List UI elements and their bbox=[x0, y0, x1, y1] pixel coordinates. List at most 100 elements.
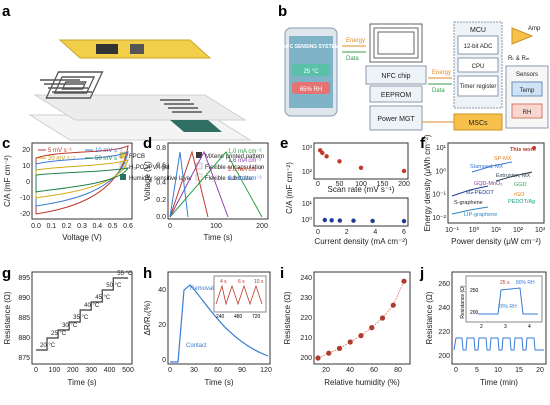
svg-text:Relative humidity (%): Relative humidity (%) bbox=[324, 378, 400, 387]
svg-text:Amp: Amp bbox=[528, 26, 541, 32]
x-tick-label: 2 bbox=[345, 229, 349, 236]
x-tick-label: 60 bbox=[370, 367, 378, 374]
plot-frame-c bbox=[31, 142, 133, 220]
x-tick-label: 90 bbox=[238, 367, 246, 374]
plot-frame-e-bottom bbox=[313, 197, 409, 227]
svg-text:Current density (mA cm⁻²): Current density (mA cm⁻²) bbox=[314, 237, 407, 246]
humidity-point bbox=[347, 339, 353, 345]
y-tick-label: 200 bbox=[300, 355, 312, 362]
step-label: 20 °C bbox=[40, 343, 56, 349]
y-tick-label: 210 bbox=[300, 335, 312, 342]
y-tick-label: 10³ bbox=[302, 145, 313, 152]
y-tick-label: -20 bbox=[20, 211, 30, 218]
y-tick-label: 230 bbox=[300, 295, 312, 302]
svg-text:Energy density (μWh cm⁻²): Energy density (μWh cm⁻²) bbox=[423, 134, 432, 231]
cv-curve-10 bbox=[35, 151, 129, 207]
svg-text:MCU: MCU bbox=[470, 27, 486, 34]
panel-label-b: b bbox=[278, 3, 287, 20]
y-tick-label: 240 bbox=[438, 305, 450, 312]
svg-text:4: 4 bbox=[528, 324, 531, 330]
y-tick-label: 0.8 bbox=[156, 145, 166, 152]
panel-j: j 260 240 220 200 0 5 10 15 20 25 s 80% RH 20% R… bbox=[419, 265, 547, 387]
phone-temp-card bbox=[292, 64, 330, 76]
svg-text:LIP-graphene: LIP-graphene bbox=[464, 212, 497, 218]
y-tick-label: -10 bbox=[20, 195, 30, 202]
y-tick-label: 200 bbox=[438, 353, 450, 360]
svg-text:MSCs: MSCs bbox=[468, 120, 488, 127]
x-tick-label: 10⁻¹ bbox=[445, 227, 459, 234]
eeprom-box bbox=[369, 85, 423, 103]
y-tick-label: 0.4 bbox=[156, 180, 166, 187]
humidity-point bbox=[336, 345, 343, 351]
step-label: 25 °C bbox=[51, 331, 67, 337]
x-tick-label: 10⁰ bbox=[469, 226, 480, 234]
svg-text:PEDOT/Ag: PEDOT/Ag bbox=[508, 199, 535, 205]
mxene-pattern bbox=[40, 71, 202, 113]
current-density-point bbox=[401, 218, 407, 224]
svg-text:10 mV s⁻¹: 10 mV s⁻¹ bbox=[95, 148, 122, 154]
cv-curve-50 bbox=[35, 167, 129, 193]
chip-icon bbox=[96, 44, 118, 54]
svg-text:Scan rate (mV s⁻¹): Scan rate (mV s⁻¹) bbox=[328, 185, 395, 194]
humidity-point bbox=[379, 315, 386, 321]
panel-e: e 10³ 10² 10¹ 10⁰ 0 50 100 150 200 0 2 4 6 Scan rate… bbox=[280, 135, 410, 246]
power-mgt-box bbox=[369, 105, 423, 131]
nfc-chip-box bbox=[365, 65, 427, 85]
svg-text:65% RH: 65% RH bbox=[300, 87, 322, 93]
chip-icon bbox=[130, 44, 144, 54]
x-tick-label: 300 bbox=[85, 367, 97, 374]
svg-text:MXene printed pattern: MXene printed pattern bbox=[205, 154, 264, 160]
svg-text:Time (s): Time (s) bbox=[203, 233, 232, 242]
svg-text:RH: RH bbox=[523, 110, 532, 116]
svg-text:Energy: Energy bbox=[432, 70, 451, 76]
x-tick-label: 0 bbox=[34, 367, 38, 374]
x-tick-label: 10³ bbox=[535, 227, 546, 234]
svg-text:20% RH: 20% RH bbox=[498, 304, 517, 310]
svg-text:H₃PO₄/PVA gel: H₃PO₄/PVA gel bbox=[129, 165, 169, 171]
y-tick-label: 10⁰ bbox=[435, 167, 446, 175]
panel-a: a FPCB MXene printed pattern H₃PO₄/PVA g… bbox=[2, 3, 264, 182]
y-tick-label: 885 bbox=[18, 315, 30, 322]
y-tick-label: 875 bbox=[18, 355, 30, 362]
panel-label-a: a bbox=[2, 3, 11, 20]
y-tick-label: 0.2 bbox=[156, 197, 166, 204]
y-tick-label: 0.0 bbox=[156, 214, 166, 221]
svg-text:Data: Data bbox=[346, 56, 359, 62]
x-tick-label: 15 bbox=[515, 367, 523, 374]
fit-line bbox=[317, 281, 405, 359]
x-tick-label: 0.0 bbox=[31, 223, 41, 230]
svg-text:720: 720 bbox=[252, 314, 261, 320]
svg-text:10 s: 10 s bbox=[254, 279, 264, 285]
gcd-curve-3 bbox=[169, 150, 209, 218]
svg-text:480: 480 bbox=[234, 314, 243, 320]
svg-text:Sensors: Sensors bbox=[516, 72, 538, 78]
svg-text:5 mV s⁻¹: 5 mV s⁻¹ bbox=[48, 148, 72, 154]
y-tick-label: 10² bbox=[302, 169, 313, 176]
svg-text:80% RH: 80% RH bbox=[516, 280, 535, 286]
cv-curve-20 bbox=[35, 159, 129, 199]
encapsulation-layer bbox=[33, 94, 247, 121]
svg-text:Temp: Temp bbox=[520, 88, 535, 94]
svg-text:3: 3 bbox=[504, 324, 507, 330]
svg-text:C/A (mF cm⁻²): C/A (mF cm⁻²) bbox=[285, 162, 294, 214]
gcd-curve-1 bbox=[169, 151, 263, 218]
y-tick-label: 220 bbox=[438, 329, 450, 336]
panel-label-h: h bbox=[143, 265, 152, 282]
response-curve bbox=[170, 284, 269, 363]
svg-text:C/A (mF cm⁻²): C/A (mF cm⁻²) bbox=[3, 155, 12, 207]
panel-c: c 20 10 0 -10 -200.0 0.1 0.2 0.3 0.4 0.5 0.6 C/A (… bbox=[2, 135, 133, 242]
svg-text:Power MGT: Power MGT bbox=[377, 116, 415, 123]
current-density-point bbox=[351, 218, 356, 223]
svg-text:1.6 mA cm⁻²: 1.6 mA cm⁻² bbox=[228, 158, 262, 164]
y-tick-label: 10⁻¹ bbox=[432, 192, 446, 199]
x-tick-label: 10² bbox=[513, 227, 524, 234]
panel-g: g 895 890 885 880 875 0 100 200 300 400 500 20 °C 2… bbox=[2, 265, 134, 387]
svg-text:6.3 mA cm⁻²: 6.3 mA cm⁻² bbox=[228, 176, 262, 182]
x-tick-label: 400 bbox=[104, 367, 116, 374]
svg-text:sG-PEDOT: sG-PEDOT bbox=[466, 190, 494, 196]
y-tick-label: 895 bbox=[18, 275, 30, 282]
inset-h bbox=[213, 275, 267, 313]
x-tick-label: 150 bbox=[377, 181, 389, 188]
svg-text:Contact: Contact bbox=[186, 343, 207, 349]
x-tick-label: 0 bbox=[454, 367, 458, 374]
